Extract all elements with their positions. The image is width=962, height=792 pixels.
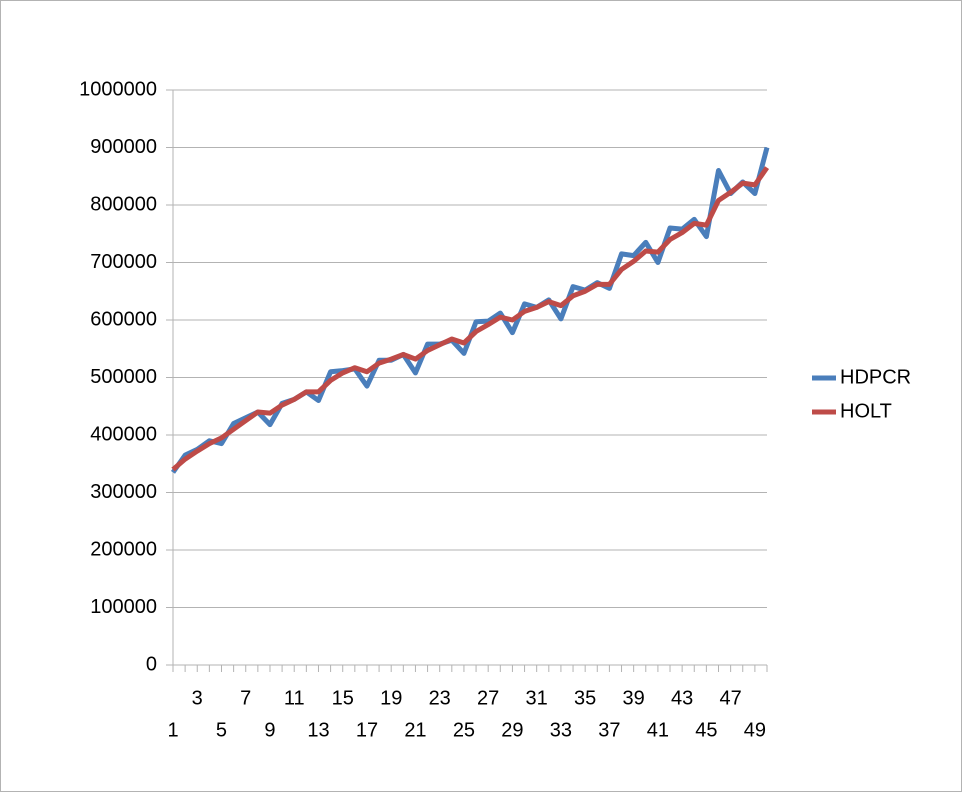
x-tick-label: 37 bbox=[598, 719, 620, 741]
x-tick-label: 27 bbox=[477, 687, 499, 709]
y-tick-label: 500000 bbox=[90, 366, 157, 388]
x-tick-label: 25 bbox=[453, 719, 475, 741]
y-tick-label: 700000 bbox=[90, 251, 157, 273]
x-tick-label: 29 bbox=[501, 719, 523, 741]
x-tick-label: 35 bbox=[574, 687, 596, 709]
legend-label: HOLT bbox=[840, 400, 892, 422]
series-line bbox=[171, 166, 770, 472]
x-tick-label: 11 bbox=[284, 687, 305, 709]
x-tick-label: 39 bbox=[623, 687, 645, 709]
x-tick-label: 41 bbox=[647, 719, 669, 741]
y-tick-label: 300000 bbox=[90, 481, 157, 503]
y-tick-label: 100000 bbox=[90, 596, 157, 618]
x-tick-label: 23 bbox=[429, 687, 451, 709]
x-tick-label: 19 bbox=[380, 687, 402, 709]
y-tick-label: 800000 bbox=[90, 193, 157, 215]
x-tick-label: 43 bbox=[671, 687, 693, 709]
x-tick-label: 17 bbox=[356, 719, 378, 741]
y-tick-label: 400000 bbox=[90, 423, 157, 445]
x-tick-label: 5 bbox=[216, 719, 227, 741]
x-tick-label: 9 bbox=[264, 719, 275, 741]
y-tick-label: 0 bbox=[146, 653, 157, 675]
x-tick-label: 45 bbox=[695, 719, 717, 741]
x-tick-label: 15 bbox=[332, 687, 354, 709]
x-tick-label: 21 bbox=[404, 719, 426, 741]
legend-label: HDPCR bbox=[840, 366, 911, 388]
x-tick-label: 3 bbox=[192, 687, 203, 709]
x-tick-label: 33 bbox=[550, 719, 572, 741]
x-tick-label: 1 bbox=[167, 719, 178, 741]
x-tick-label: 7 bbox=[240, 687, 251, 709]
y-tick-label: 900000 bbox=[90, 136, 157, 158]
x-tick-label: 13 bbox=[307, 719, 329, 741]
y-tick-label: 1000000 bbox=[79, 78, 157, 100]
x-tick-label: 31 bbox=[526, 687, 548, 709]
y-tick-label: 200000 bbox=[90, 538, 157, 560]
y-tick-label: 600000 bbox=[90, 308, 157, 330]
x-tick-label: 49 bbox=[744, 719, 766, 741]
x-tick-label: 47 bbox=[720, 687, 742, 709]
